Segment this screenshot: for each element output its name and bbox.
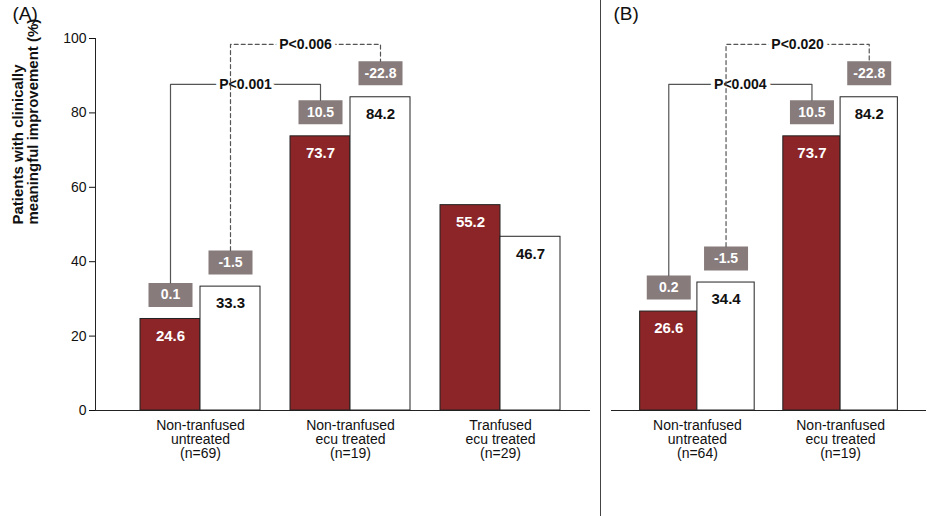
svg-text:Non-tranfusedecu treated(n=19): Non-tranfusedecu treated(n=19)	[796, 417, 885, 461]
svg-text:P<0.020: P<0.020	[771, 36, 824, 52]
svg-text:-1.5: -1.5	[714, 250, 738, 266]
svg-text:(B): (B)	[614, 3, 639, 24]
svg-text:P<0.006: P<0.006	[279, 36, 332, 52]
svg-text:-22.8: -22.8	[365, 65, 397, 81]
svg-text:0.1: 0.1	[161, 286, 181, 302]
svg-text:Tranfusedecu treated(n=29): Tranfusedecu treated(n=29)	[465, 417, 535, 461]
svg-text:20: 20	[71, 328, 87, 344]
svg-text:Non-tranfusedecu treated(n=19): Non-tranfusedecu treated(n=19)	[306, 417, 395, 461]
svg-text:Patients with clinicallymeanin: Patients with clinicallymeaningful impro…	[9, 19, 41, 225]
svg-text:(A): (A)	[13, 3, 38, 24]
svg-text:24.6: 24.6	[156, 327, 185, 344]
svg-text:73.7: 73.7	[306, 144, 335, 161]
svg-text:46.7: 46.7	[516, 245, 545, 262]
svg-text:33.3: 33.3	[216, 294, 245, 311]
svg-text:34.4: 34.4	[711, 290, 741, 307]
svg-text:Non-tranfuseduntreated(n=64): Non-tranfuseduntreated(n=64)	[653, 417, 742, 461]
svg-text:26.6: 26.6	[654, 319, 683, 336]
svg-text:55.2: 55.2	[456, 213, 485, 230]
svg-text:84.2: 84.2	[366, 105, 395, 122]
svg-text:0: 0	[79, 402, 87, 418]
svg-text:10.5: 10.5	[798, 104, 825, 120]
svg-text:Non-tranfuseduntreated(n=69): Non-tranfuseduntreated(n=69)	[156, 417, 245, 461]
svg-text:60: 60	[71, 179, 87, 195]
svg-text:-22.8: -22.8	[853, 65, 885, 81]
svg-text:40: 40	[71, 253, 87, 269]
svg-text:73.7: 73.7	[797, 144, 826, 161]
svg-text:-1.5: -1.5	[218, 254, 242, 270]
svg-text:P<0.001: P<0.001	[219, 76, 272, 92]
svg-text:80: 80	[71, 104, 87, 120]
svg-text:0.2: 0.2	[659, 279, 679, 295]
svg-text:10.5: 10.5	[307, 104, 334, 120]
svg-text:84.2: 84.2	[855, 105, 884, 122]
svg-text:P<0.004: P<0.004	[714, 76, 767, 92]
svg-text:100: 100	[63, 30, 87, 46]
